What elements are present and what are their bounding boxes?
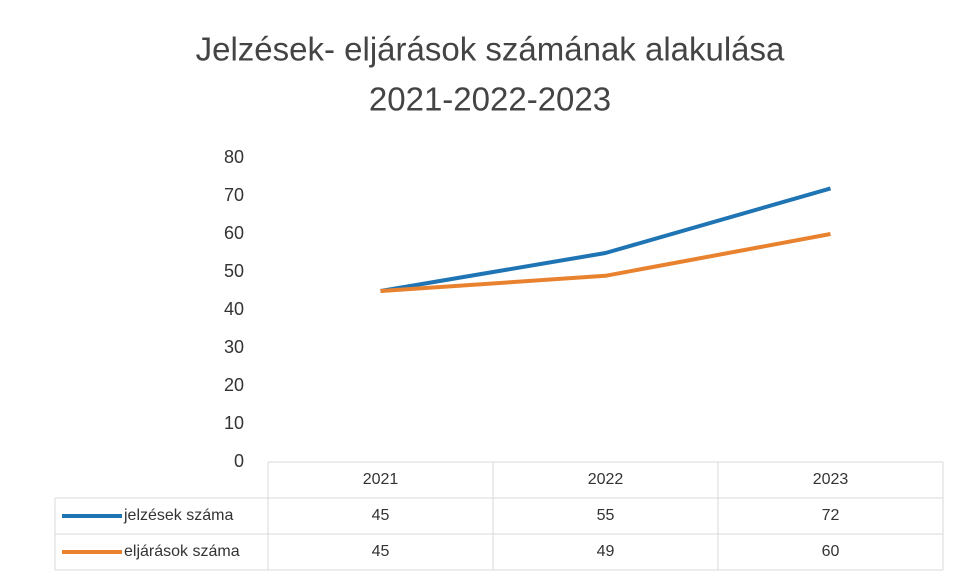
chart-title: Jelzések- eljárások számának alakulása — [196, 31, 785, 68]
legend-label: jelzések száma — [123, 507, 233, 524]
chart-subtitle: 2021-2022-2023 — [369, 81, 611, 118]
x-tick-label: 2023 — [813, 471, 849, 488]
table-value: 49 — [597, 543, 615, 560]
table-value: 45 — [372, 543, 390, 560]
x-tick-label: 2022 — [588, 471, 624, 488]
y-tick-label: 0 — [234, 451, 244, 471]
series-line — [380, 186, 832, 293]
table-value: 60 — [822, 543, 840, 560]
y-tick-label: 70 — [224, 185, 244, 205]
y-tick-label: 80 — [224, 147, 244, 167]
y-tick-label: 30 — [224, 337, 244, 357]
x-tick-label: 2021 — [363, 471, 399, 488]
legend-label: eljárások száma — [124, 543, 240, 560]
table-value: 45 — [372, 507, 390, 524]
y-tick-label: 60 — [224, 223, 244, 243]
y-tick-label: 50 — [224, 261, 244, 281]
table-value: 72 — [822, 507, 840, 524]
y-tick-label: 10 — [224, 413, 244, 433]
y-tick-label: 40 — [224, 299, 244, 319]
series-line — [380, 232, 831, 293]
table-value: 55 — [597, 507, 615, 524]
y-tick-label: 20 — [224, 375, 244, 395]
